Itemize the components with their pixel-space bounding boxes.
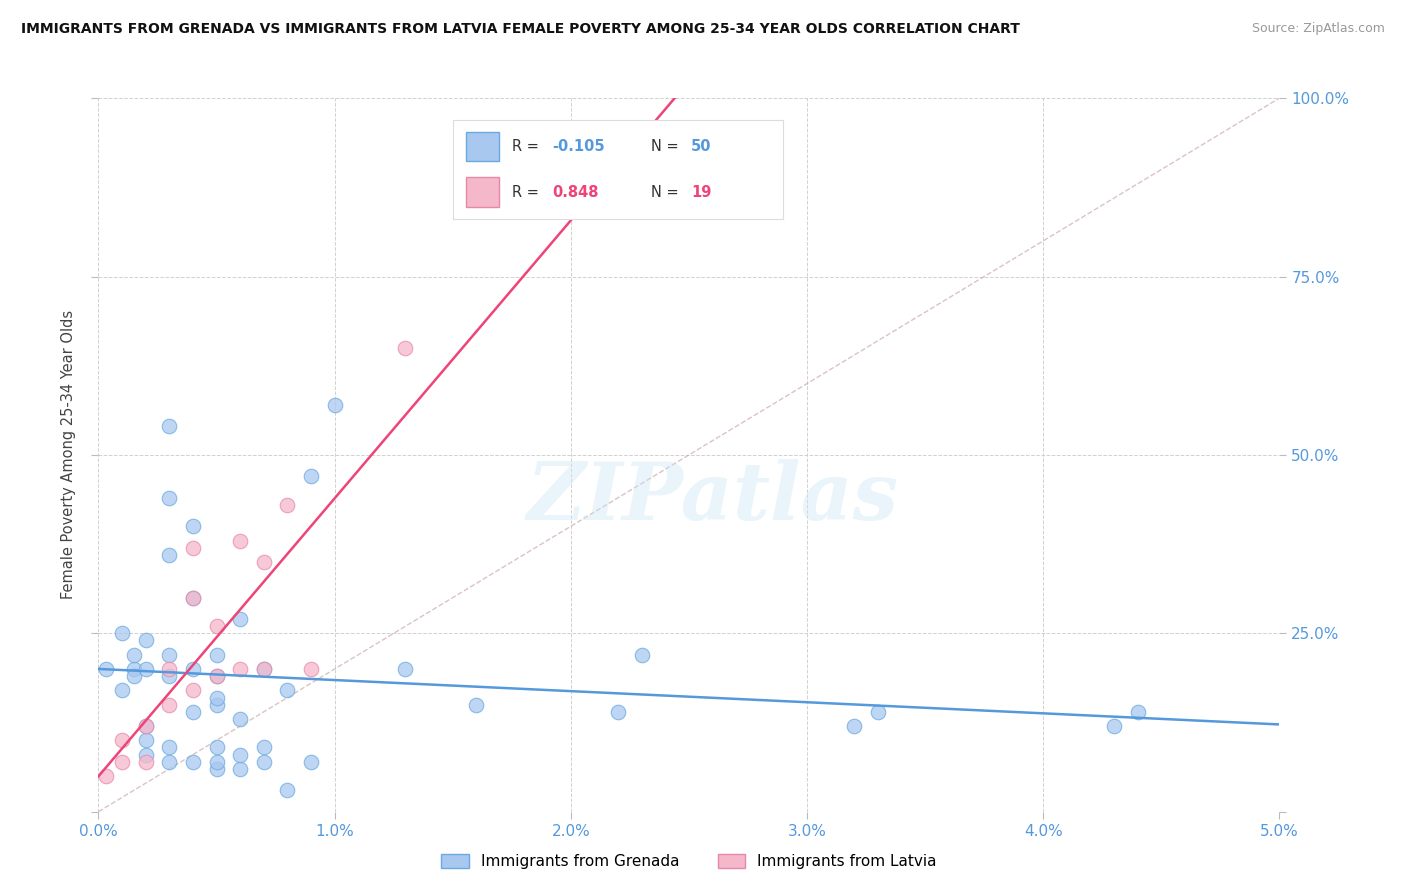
Point [157,740,180,755]
Point [157,698,180,712]
Point [157,669,180,683]
Point [299,469,322,483]
Point [229,533,252,548]
Point [229,747,252,762]
Point [205,619,228,633]
Text: Source: ZipAtlas.com: Source: ZipAtlas.com [1251,22,1385,36]
Point [276,683,298,698]
Point [94,769,117,783]
Point [276,498,298,512]
Point [866,705,889,719]
Point [135,662,157,676]
Point [157,755,180,769]
Point [111,683,134,698]
Point [181,591,204,605]
Point [157,548,180,562]
Point [394,341,416,355]
Point [135,719,157,733]
Point [122,662,145,676]
Point [111,755,134,769]
Point [181,705,204,719]
Point [157,491,180,505]
Point [630,648,652,662]
Point [253,740,276,755]
Point [205,698,228,712]
Point [181,519,204,533]
Point [205,690,228,705]
Point [299,755,322,769]
Point [229,762,252,776]
Point [205,740,228,755]
Point [1126,705,1149,719]
Point [122,669,145,683]
Point [181,755,204,769]
Y-axis label: Female Poverty Among 25-34 Year Olds: Female Poverty Among 25-34 Year Olds [60,310,76,599]
Point [229,712,252,726]
Point [135,719,157,733]
Point [181,591,204,605]
Legend: Immigrants from Grenada, Immigrants from Latvia: Immigrants from Grenada, Immigrants from… [434,847,943,875]
Point [253,662,276,676]
Point [253,755,276,769]
Point [299,662,322,676]
Point [205,755,228,769]
Point [394,662,416,676]
Point [205,669,228,683]
Point [135,747,157,762]
Text: ZIPatlas: ZIPatlas [526,459,898,536]
Point [135,733,157,747]
Point [181,683,204,698]
Point [157,419,180,434]
Point [122,648,145,662]
Point [253,555,276,569]
Point [607,705,630,719]
Point [181,541,204,555]
Point [205,648,228,662]
Point [276,783,298,797]
Point [323,398,346,412]
Point [111,733,134,747]
Point [1102,719,1125,733]
Point [94,662,117,676]
Point [253,662,276,676]
Point [135,755,157,769]
Point [229,662,252,676]
Point [157,648,180,662]
Point [205,762,228,776]
Point [111,626,134,640]
Point [844,719,866,733]
Point [157,662,180,676]
Point [135,633,157,648]
Point [181,662,204,676]
Point [205,669,228,683]
Point [229,612,252,626]
Text: IMMIGRANTS FROM GRENADA VS IMMIGRANTS FROM LATVIA FEMALE POVERTY AMONG 25-34 YEA: IMMIGRANTS FROM GRENADA VS IMMIGRANTS FR… [21,22,1019,37]
Point [465,698,488,712]
